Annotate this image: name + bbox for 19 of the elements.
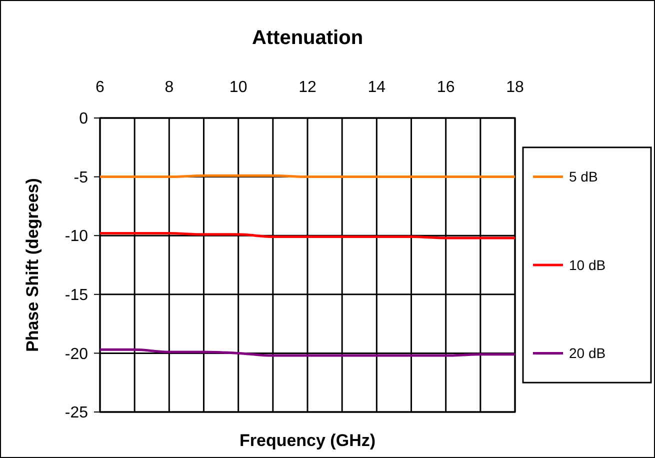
x-tick-label: 8 [164, 79, 174, 96]
legend-label: 20 dB [569, 345, 606, 362]
x-tick-label: 14 [368, 79, 386, 96]
legend-label: 5 dB [569, 168, 598, 185]
y-tick-label: -20 [64, 346, 88, 363]
y-tick-label: 0 [79, 110, 88, 128]
y-axis-title: Phase Shift (degrees) [23, 178, 42, 352]
x-tick-label: 18 [506, 79, 524, 96]
x-tick-label: 6 [96, 79, 105, 96]
y-tick-label: -25 [64, 404, 88, 422]
legend-label: 10 dB [569, 256, 606, 273]
x-axis-title: Frequency (GHz) [239, 431, 376, 450]
y-tick-label: -5 [74, 169, 88, 186]
x-tick-label: 12 [298, 79, 316, 96]
y-tick-label: -10 [64, 228, 88, 246]
y-tick-label: -15 [64, 287, 88, 304]
x-tick-label: 16 [436, 79, 455, 96]
chart-title: Attenuation [252, 27, 364, 49]
x-tick-label: 10 [229, 79, 248, 96]
